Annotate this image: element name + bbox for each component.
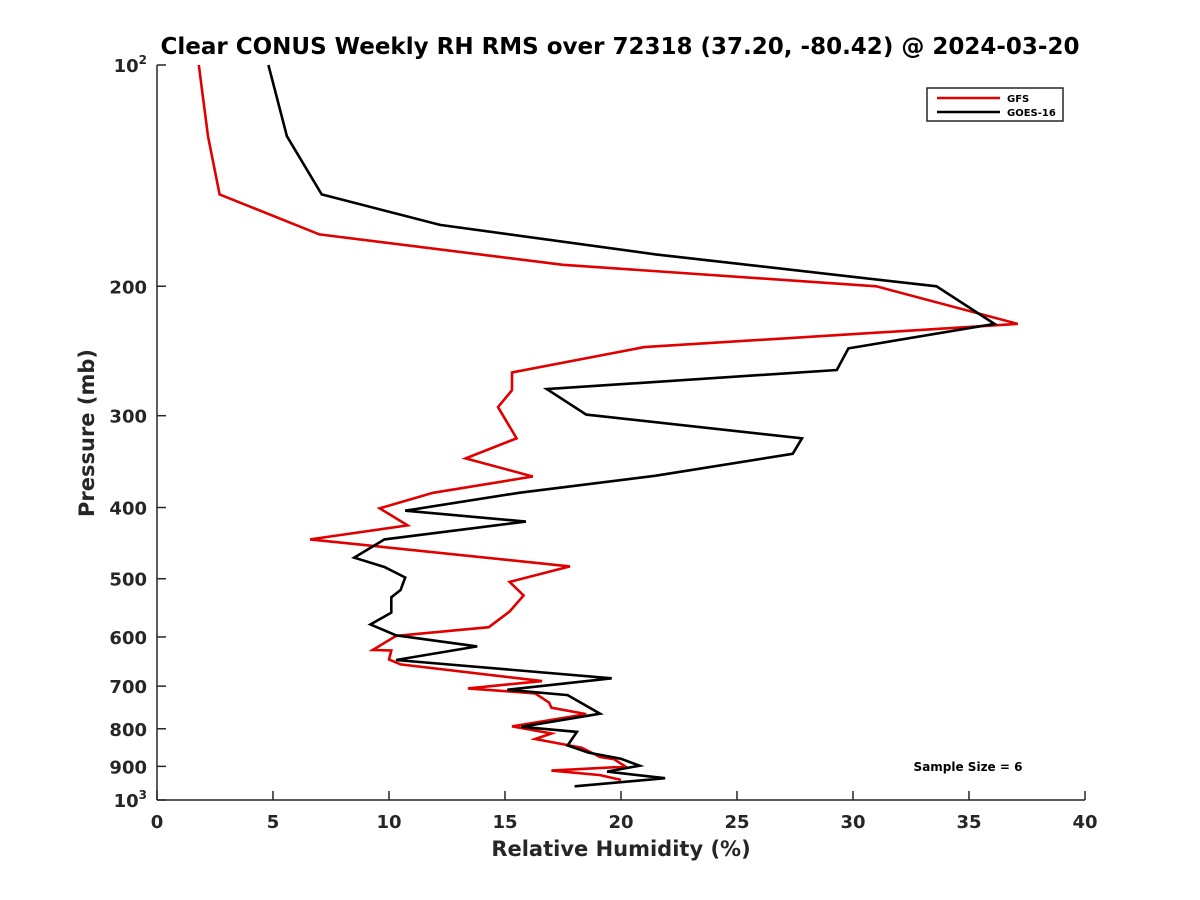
series-line-goes-16	[267, 64, 999, 788]
y-tick-label: 102	[114, 53, 147, 77]
x-tick-label: 35	[956, 812, 981, 833]
legend-box	[926, 87, 1064, 122]
y-tick-label: 400	[109, 499, 147, 520]
y-tick-label: 700	[109, 677, 147, 698]
legend-label-goes-16: GOES-16	[1007, 108, 1056, 119]
y-tick-label: 500	[109, 570, 147, 591]
x-tick-label: 25	[724, 812, 749, 833]
y-tick-label: 900	[109, 757, 147, 778]
sample-size-annotation: Sample Size = 6	[914, 760, 1023, 774]
y-tick-label: 300	[109, 407, 147, 428]
x-tick-label: 0	[151, 812, 164, 833]
x-axis-label: Relative Humidity (%)	[491, 837, 750, 861]
x-tick-label: 10	[376, 812, 401, 833]
x-tick-label: 15	[492, 812, 517, 833]
x-tick-label: 20	[608, 812, 633, 833]
y-tick-label: 200	[109, 277, 147, 298]
y-tick-label: 800	[109, 720, 147, 741]
chart-title: Clear CONUS Weekly RH RMS over 72318 (37…	[161, 34, 1080, 60]
legend-label-gfs: GFS	[1007, 94, 1029, 105]
series-line-gfs	[197, 64, 1019, 782]
x-tick-label: 40	[1072, 812, 1097, 833]
legend: GFS GOES-16	[926, 87, 1064, 122]
x-tick-label: 5	[267, 812, 280, 833]
y-tick-label: 103	[114, 788, 147, 812]
y-axis-label: Pressure (mb)	[75, 349, 99, 517]
plot-area	[197, 64, 1019, 788]
axes: 0 5 10 15 20 25 30 35 40 102 200 300 400 500 600 700 800…	[109, 53, 1097, 833]
y-tick-label: 600	[109, 628, 147, 649]
x-tick-label: 30	[840, 812, 865, 833]
